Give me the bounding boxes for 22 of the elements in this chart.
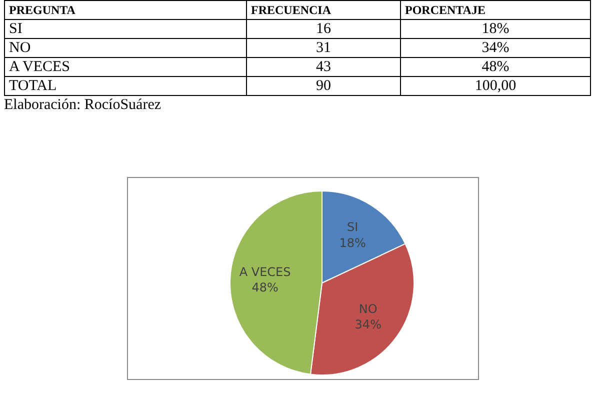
data-label: 18%: [339, 236, 366, 250]
text: 100,00: [400, 76, 590, 96]
text: A VECES: [4, 58, 246, 76]
text: 43: [246, 58, 400, 76]
category-label: FRECUENCIA: [246, 0, 400, 20]
text: Elaboración: RocíoSuárez: [4, 97, 162, 114]
category-label: PORCENTAJE: [400, 0, 590, 20]
slice-label: SI: [346, 220, 358, 234]
text: TOTAL: [4, 76, 246, 96]
text: 90: [246, 76, 400, 96]
data-label: 48%: [252, 280, 278, 294]
text: 48%: [400, 58, 590, 76]
text: SI: [4, 20, 246, 38]
text: 34%: [400, 38, 590, 58]
text: 18%: [400, 20, 590, 38]
text: 31: [246, 38, 400, 58]
data-label: 34%: [354, 318, 382, 332]
category-label: PREGUNTA: [4, 0, 246, 20]
slice-label: A VECES: [239, 264, 291, 279]
text: NO: [4, 38, 246, 58]
slice-label: NO: [358, 302, 378, 316]
text: 16: [246, 20, 400, 38]
